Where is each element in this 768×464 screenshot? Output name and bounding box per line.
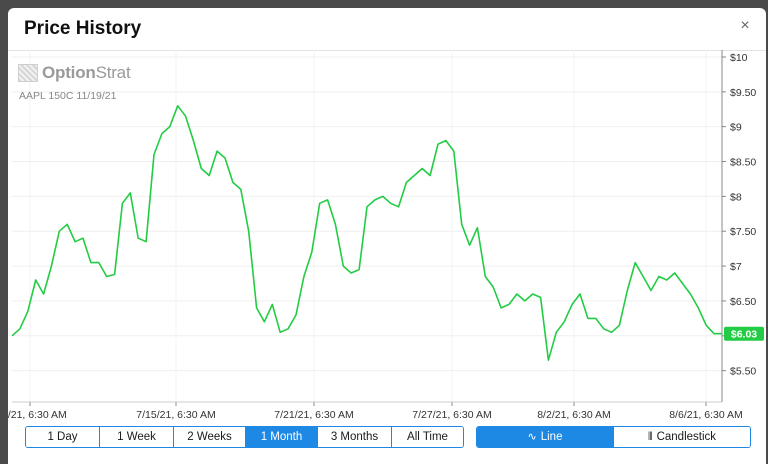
last-price-badge (724, 326, 764, 341)
optionstrat-logo: OptionStrat (18, 63, 131, 83)
x-tick-label: 7/15/21, 6:30 AM (136, 409, 215, 420)
range-button-3-months[interactable]: 3 Months (318, 427, 392, 447)
view-button-line[interactable]: ∿ Line (477, 427, 614, 447)
brand-name-bold: Option (42, 63, 96, 82)
modal-header: Price History × (8, 8, 766, 51)
view-button-label: Candlestick (656, 431, 717, 443)
y-tick-label: $8.50 (730, 157, 756, 169)
optionstrat-logo-icon (18, 64, 38, 82)
x-tick-label: 7/27/21, 6:30 AM (412, 409, 491, 420)
price-history-modal: Price History × $5.50$6$6.50$7$7.50$8$8.… (8, 8, 766, 464)
chart-type-selector: ∿ Line ⫴ Candlestick (476, 426, 751, 448)
y-tick-label: $6.50 (730, 296, 756, 308)
y-tick-label: $7 (730, 261, 742, 273)
modal-title: Price History (24, 18, 142, 39)
price-line (11, 105, 722, 361)
y-tick-label: $5.50 (730, 366, 756, 378)
time-range-selector: 1 Day 1 Week 2 Weeks 1 Month 3 Months All Tim… (25, 426, 464, 448)
y-tick-label: $9 (730, 122, 742, 134)
x-tick-label: 8/6/21, 6:30 AM (669, 409, 743, 420)
brand-name-rest: Strat (95, 63, 131, 82)
view-button-candlestick[interactable]: ⫴ Candlestick (614, 427, 750, 447)
price-chart-svg: $5.50$6$6.50$7$7.50$8$8.50$9$9.50$107/9/… (8, 50, 764, 420)
line-chart-icon: ∿ (527, 431, 537, 443)
x-tick-label: 7/9/21, 6:30 AM (8, 409, 67, 420)
y-tick-label: $7.50 (730, 226, 756, 238)
y-tick-label: $10 (730, 52, 748, 64)
x-tick-label: 7/21/21, 6:30 AM (274, 409, 353, 420)
candlestick-icon: ⫴ (647, 431, 653, 443)
range-button-all-time[interactable]: All Time (392, 427, 463, 447)
x-tick-label: 8/2/21, 6:30 AM (537, 409, 611, 420)
close-icon[interactable]: × (740, 17, 750, 34)
range-button-1-week[interactable]: 1 Week (100, 427, 174, 447)
y-tick-label: $8 (730, 191, 742, 203)
chart-controls: 1 Day 1 Week 2 Weeks 1 Month 3 Months All Tim… (8, 420, 766, 464)
contract-label: AAPL 150C 11/19/21 (19, 90, 117, 102)
view-button-label: Line (540, 431, 563, 443)
range-button-1-day[interactable]: 1 Day (26, 427, 100, 447)
range-button-1-month[interactable]: 1 Month (246, 427, 318, 447)
price-chart[interactable]: $5.50$6$6.50$7$7.50$8$8.50$9$9.50$107/9/… (8, 50, 766, 420)
last-price-label: $6.03 (731, 329, 757, 341)
y-tick-label: $9.50 (730, 87, 756, 99)
range-button-2-weeks[interactable]: 2 Weeks (174, 427, 246, 447)
